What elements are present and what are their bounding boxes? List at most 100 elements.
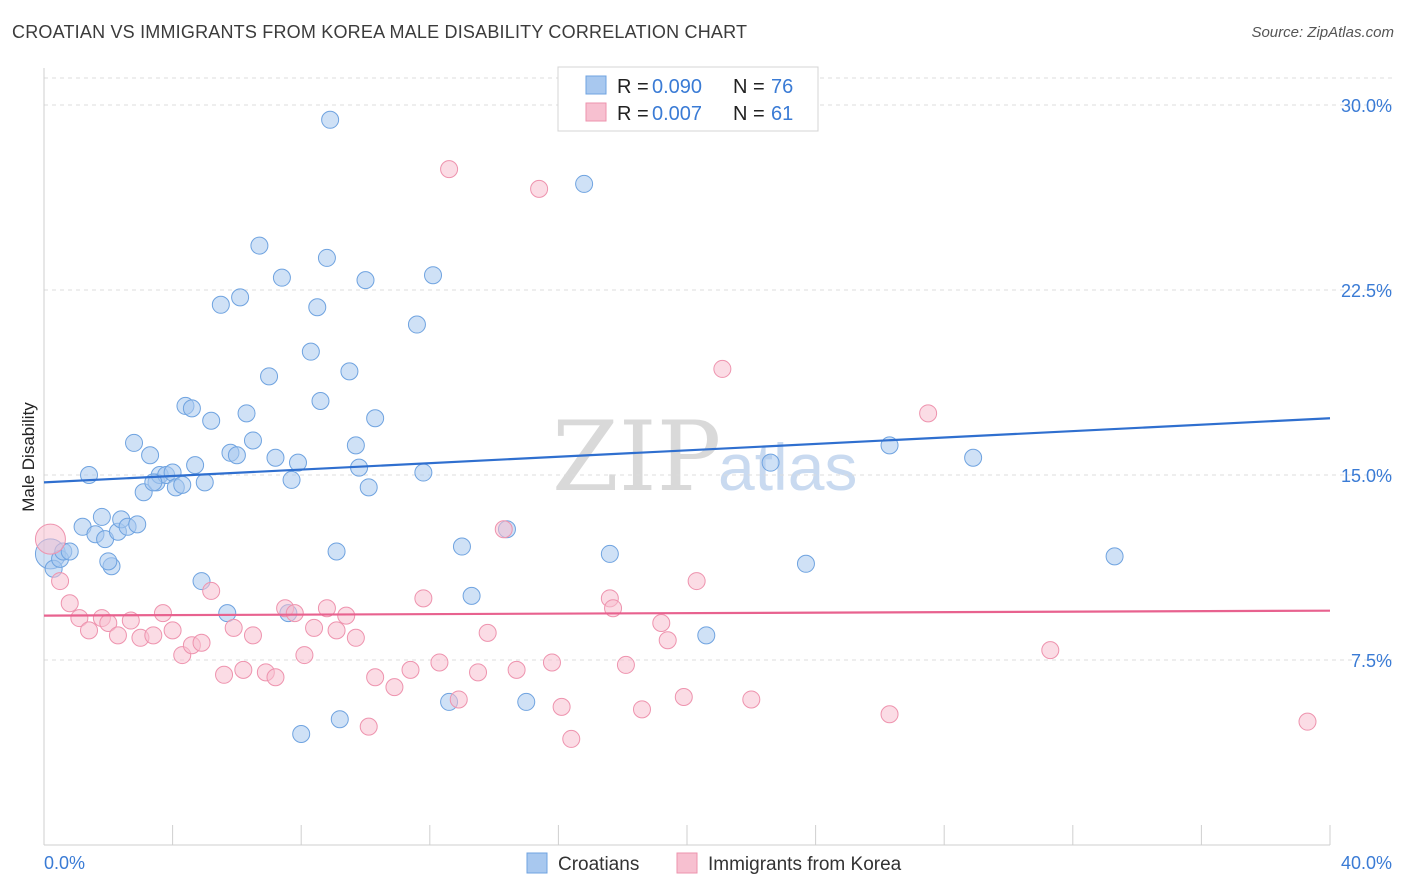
korea-point xyxy=(192,633,211,652)
croatian-point xyxy=(964,448,983,467)
korea-point xyxy=(295,646,314,665)
croatian-point xyxy=(424,266,443,285)
data-points xyxy=(34,110,1317,748)
croatian-point xyxy=(128,515,147,534)
legend-n-value-2: 61 xyxy=(771,103,793,125)
bottom-legend-croatians: Croatians xyxy=(558,854,639,875)
korea-point xyxy=(742,690,761,709)
croatian-point xyxy=(292,725,311,743)
korea-point xyxy=(469,663,488,682)
croatian-point xyxy=(517,692,536,711)
croatian-point xyxy=(697,626,716,645)
legend-r-value-2: 0.007 xyxy=(652,103,702,125)
korea-point xyxy=(317,599,336,618)
korea-point xyxy=(880,705,899,724)
croatian-point xyxy=(366,409,385,428)
croatian-point xyxy=(359,478,378,497)
croatian-point xyxy=(301,342,320,361)
korea-point xyxy=(34,523,66,555)
croatian-point xyxy=(346,436,365,455)
korea-point xyxy=(202,581,221,600)
korea-point xyxy=(919,404,938,423)
chart-source: Source: ZipAtlas.com xyxy=(1251,24,1394,41)
croatian-point xyxy=(195,473,214,492)
croatian-point xyxy=(250,236,269,255)
korea-point xyxy=(285,604,304,623)
korea-point xyxy=(530,179,549,198)
korea-point xyxy=(616,655,635,674)
korea-point xyxy=(401,660,420,679)
korea-point xyxy=(385,678,404,697)
korea-point xyxy=(224,618,243,637)
legend-r-value-1: 0.090 xyxy=(652,76,702,98)
croatian-point xyxy=(288,453,307,472)
y-tick-label: 15.0% xyxy=(1341,466,1392,486)
legend-r-label-1: R = xyxy=(617,76,649,98)
croatian-point xyxy=(202,411,221,430)
korea-point xyxy=(674,688,693,706)
croatian-point xyxy=(266,448,285,467)
korea-point xyxy=(687,572,706,591)
korea-point xyxy=(337,606,356,625)
legend-n-label-2: N = xyxy=(733,103,765,125)
croatian-point xyxy=(231,288,250,307)
croatian-point xyxy=(414,463,433,482)
croatian-point xyxy=(182,399,201,418)
chart-title: CROATIAN VS IMMIGRANTS FROM KOREA MALE D… xyxy=(12,22,748,42)
x-tick-label-max: 40.0% xyxy=(1341,853,1392,873)
croatian-point xyxy=(186,456,205,475)
korea-point xyxy=(430,653,449,672)
croatian-point xyxy=(1105,547,1124,566)
korea-point xyxy=(153,604,172,623)
croatian-point xyxy=(761,453,780,472)
korea-point xyxy=(234,660,253,679)
korea-point xyxy=(108,626,127,645)
legend-swatch-korea xyxy=(585,102,607,122)
korea-point xyxy=(478,623,497,642)
bottom-legend-korea: Immigrants from Korea xyxy=(708,854,902,875)
korea-point xyxy=(266,668,285,687)
korea-point xyxy=(346,628,365,647)
korea-point xyxy=(632,700,651,719)
legend-n-value-1: 76 xyxy=(771,76,793,98)
y-tick-label: 30.0% xyxy=(1341,96,1392,116)
croatian-point xyxy=(99,552,118,571)
trend-lines xyxy=(43,417,1331,617)
korea-point xyxy=(562,729,581,748)
korea-point xyxy=(215,665,234,684)
x-tick-label-min: 0.0% xyxy=(44,853,85,873)
korea-point xyxy=(652,614,671,632)
korea-point xyxy=(163,621,182,640)
korea-point xyxy=(144,626,163,645)
x-ticks xyxy=(43,825,1331,845)
croatian-point xyxy=(60,542,79,561)
croatian-point xyxy=(173,475,192,494)
croatian-point xyxy=(356,271,375,290)
korea-point xyxy=(542,653,561,672)
croatian-point xyxy=(796,554,815,573)
croatian-point xyxy=(141,446,160,465)
trend-line-croatians xyxy=(43,417,1331,484)
legend-swatch-croatians xyxy=(585,75,607,95)
bottom-legend-swatch-korea xyxy=(676,852,698,874)
korea-point xyxy=(1041,641,1060,660)
croatian-point xyxy=(237,404,256,423)
croatian-point xyxy=(575,174,594,193)
y-tick-label: 22.5% xyxy=(1341,281,1392,301)
korea-point xyxy=(243,626,262,645)
croatian-point xyxy=(600,544,619,563)
croatian-point xyxy=(92,507,111,526)
croatian-point xyxy=(308,298,327,317)
korea-point xyxy=(366,668,385,687)
croatian-point xyxy=(407,315,426,334)
korea-point xyxy=(327,621,346,640)
bottom-legend-swatch-croatians xyxy=(526,852,548,874)
croatian-point xyxy=(218,604,237,623)
legend-top: R = 0.090 N = 76 R = 0.007 N = 61 xyxy=(557,66,819,132)
y-ticks: 7.5% 15.0% 22.5% 30.0% xyxy=(1341,96,1392,671)
watermark: ZIP atlas xyxy=(552,401,857,513)
croatian-point xyxy=(321,110,340,129)
korea-point xyxy=(658,631,677,650)
croatian-point xyxy=(311,392,330,410)
